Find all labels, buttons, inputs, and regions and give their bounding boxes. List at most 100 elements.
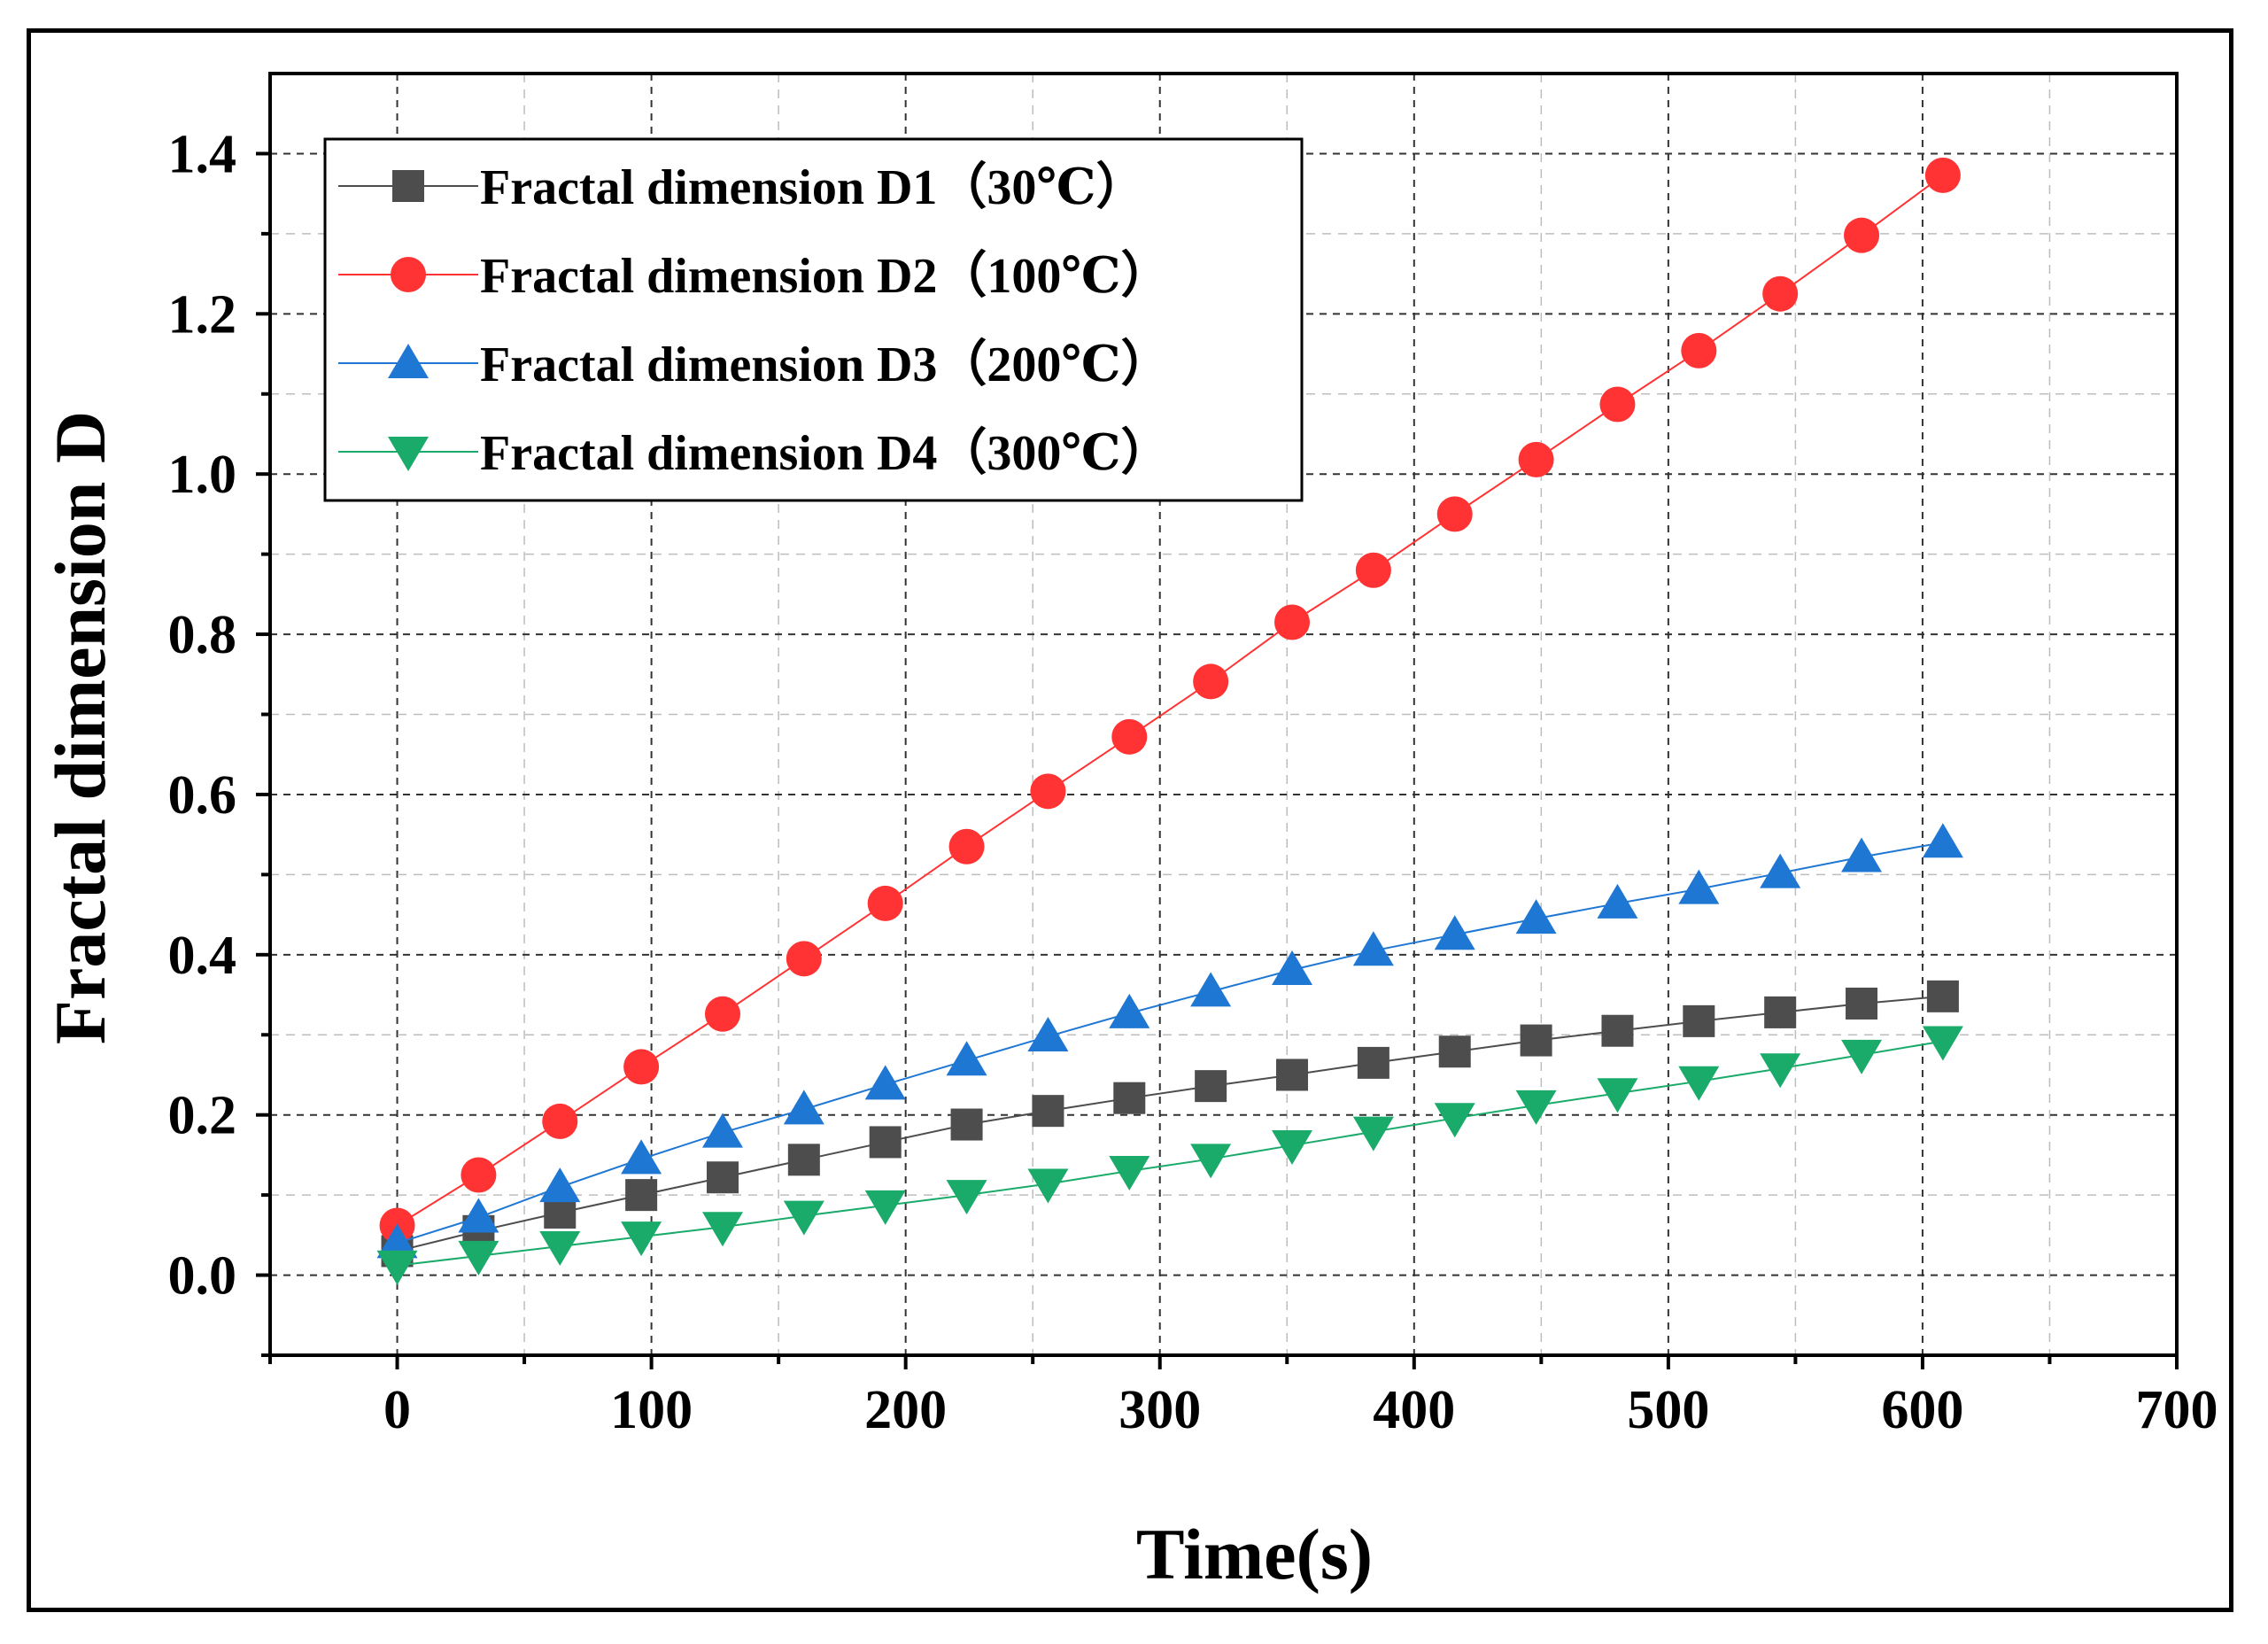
series-2 xyxy=(379,157,1961,1244)
data-point xyxy=(461,1157,497,1193)
data-point xyxy=(539,1231,581,1267)
data-point xyxy=(946,1180,987,1215)
data-point xyxy=(1760,853,1801,888)
data-point xyxy=(1597,1078,1638,1113)
data-point xyxy=(867,885,903,921)
series-4 xyxy=(376,1026,1963,1285)
data-point xyxy=(1924,157,1961,193)
series-line xyxy=(397,841,1944,1245)
data-point xyxy=(1926,980,1959,1012)
data-point xyxy=(1762,275,1799,312)
legend-box xyxy=(323,137,1304,502)
x-tick-label: 400 xyxy=(1373,1380,1455,1440)
series-1 xyxy=(381,980,1959,1268)
data-point xyxy=(1355,552,1391,588)
legend-label: Fractal dimension D4（300℃） xyxy=(480,425,1171,481)
data-point xyxy=(1683,1004,1715,1037)
y-tick-label: 0.4 xyxy=(168,926,237,986)
data-point xyxy=(783,1200,824,1236)
data-point xyxy=(706,1161,739,1194)
data-point xyxy=(786,941,822,977)
axis-ticks xyxy=(256,151,2179,1369)
data-point xyxy=(625,1179,658,1212)
data-point xyxy=(458,1198,499,1233)
data-point xyxy=(1352,931,1394,966)
data-point xyxy=(376,1223,418,1259)
data-point xyxy=(1678,869,1720,904)
x-tick-label: 0 xyxy=(383,1380,411,1440)
grid xyxy=(270,74,2177,1355)
x-tick-labels: 0 100 200 300 400 500 600 700 xyxy=(383,1380,2218,1440)
data-point xyxy=(1760,1053,1801,1089)
data-point xyxy=(1272,1130,1313,1166)
data-point xyxy=(542,1103,578,1139)
data-point xyxy=(701,1212,743,1247)
data-point xyxy=(1844,217,1880,253)
data-point xyxy=(704,996,740,1032)
data-point xyxy=(783,1090,824,1125)
legend-marker xyxy=(388,344,429,378)
data-point xyxy=(1190,1144,1232,1179)
data-point xyxy=(869,1126,902,1159)
legend-entry: Fractal dimension D2（100℃） xyxy=(338,248,1171,304)
data-point xyxy=(1274,604,1311,640)
figure-frame xyxy=(27,28,2233,1612)
y-axis-title: Fractal dimension D xyxy=(40,411,120,1044)
x-tick-label: 100 xyxy=(610,1380,693,1440)
data-point xyxy=(1518,441,1554,477)
data-point xyxy=(1764,996,1797,1028)
data-point xyxy=(1113,1082,1146,1114)
data-point xyxy=(1846,987,1878,1020)
data-point xyxy=(1434,915,1475,950)
series-3 xyxy=(376,823,1963,1259)
data-point xyxy=(1272,950,1313,985)
data-point xyxy=(1434,1103,1475,1138)
data-point xyxy=(1922,823,1963,858)
data-point xyxy=(621,1221,662,1257)
y-tick-label: 1.0 xyxy=(168,445,237,505)
data-point xyxy=(1520,1024,1552,1057)
data-point xyxy=(1109,993,1150,1028)
data-point xyxy=(1841,1039,1883,1074)
data-point xyxy=(864,1065,906,1100)
legend: Fractal dimension D1（30℃） Fractal dimensi… xyxy=(323,137,1304,502)
legend-label: Fractal dimension D1（30℃） xyxy=(480,159,1146,215)
data-point xyxy=(1841,837,1883,872)
data-point xyxy=(1601,1014,1634,1047)
series-line xyxy=(397,1040,1944,1267)
y-tick-label: 0.2 xyxy=(168,1086,237,1146)
x-tick-label: 700 xyxy=(2136,1380,2218,1440)
x-tick-label: 500 xyxy=(1627,1380,1709,1440)
data-point xyxy=(787,1144,820,1176)
legend-entry: Fractal dimension D3（200℃） xyxy=(338,337,1171,392)
data-point xyxy=(1032,1095,1064,1128)
legend-label: Fractal dimension D2（100℃） xyxy=(480,248,1171,304)
data-point xyxy=(1357,1046,1389,1079)
data-point xyxy=(864,1190,906,1225)
data-point xyxy=(1027,1017,1069,1052)
legend-entry: Fractal dimension D1（30℃） xyxy=(338,159,1146,215)
data-point xyxy=(1678,1066,1720,1101)
y-tick-label: 0.0 xyxy=(168,1246,237,1307)
legend-label: Fractal dimension D3（200℃） xyxy=(480,337,1171,392)
x-axis-title: Time(s) xyxy=(1136,1514,1373,1594)
data-point xyxy=(1515,899,1557,934)
legend-entry: Fractal dimension D4（300℃） xyxy=(338,425,1171,481)
data-point xyxy=(948,828,985,865)
y-tick-label: 0.8 xyxy=(168,605,237,665)
y-tick-labels: 0.0 0.2 0.4 0.6 0.8 1.0 1.2 1.4 xyxy=(168,124,237,1306)
data-point xyxy=(1030,773,1066,810)
data-point xyxy=(1436,496,1473,532)
data-point xyxy=(1922,1026,1963,1061)
data-point xyxy=(1681,332,1717,368)
x-tick-label: 300 xyxy=(1119,1380,1201,1440)
data-point xyxy=(1193,663,1229,700)
data-point xyxy=(1438,1035,1471,1068)
data-point xyxy=(1352,1116,1394,1152)
legend-marker xyxy=(391,257,426,292)
series-group xyxy=(376,157,1963,1285)
x-tick-label: 200 xyxy=(864,1380,947,1440)
data-point xyxy=(701,1113,743,1148)
legend-entries: Fractal dimension D1（30℃） Fractal dimensi… xyxy=(338,159,1171,481)
